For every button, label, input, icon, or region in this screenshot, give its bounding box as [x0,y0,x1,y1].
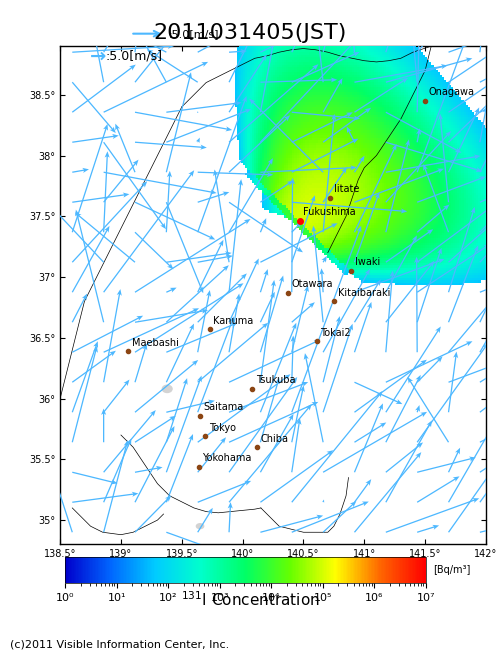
Text: $^{131}$I Concentration: $^{131}$I Concentration [181,590,320,609]
Text: Tokai2: Tokai2 [321,328,351,338]
Text: Tsukuba: Tsukuba [256,375,296,386]
Text: Iwaki: Iwaki [355,257,380,268]
Text: Tokyo: Tokyo [208,422,235,432]
Text: [Bq/m³]: [Bq/m³] [433,565,470,575]
Text: 2011031405(JST): 2011031405(JST) [154,23,347,43]
Text: →: → [90,47,107,65]
Text: Chiba: Chiba [261,434,289,444]
Text: (c)2011 Visible Information Center, Inc.: (c)2011 Visible Information Center, Inc. [10,639,229,649]
Text: Fukushima: Fukushima [304,208,356,217]
Ellipse shape [196,524,204,529]
Ellipse shape [162,386,172,393]
Text: :5.0[m/s]: :5.0[m/s] [169,29,219,39]
Text: Kitaibaraki: Kitaibaraki [338,288,390,298]
Text: Otawara: Otawara [291,279,333,289]
Text: Onagawa: Onagawa [429,87,475,97]
Text: Kanuma: Kanuma [213,316,254,326]
Text: Iitate: Iitate [334,185,359,194]
Text: Maebashi: Maebashi [132,337,179,347]
Text: Yokohama: Yokohama [202,453,252,463]
Text: Saitama: Saitama [204,402,244,412]
Text: :5.0[m/s]: :5.0[m/s] [105,49,162,63]
